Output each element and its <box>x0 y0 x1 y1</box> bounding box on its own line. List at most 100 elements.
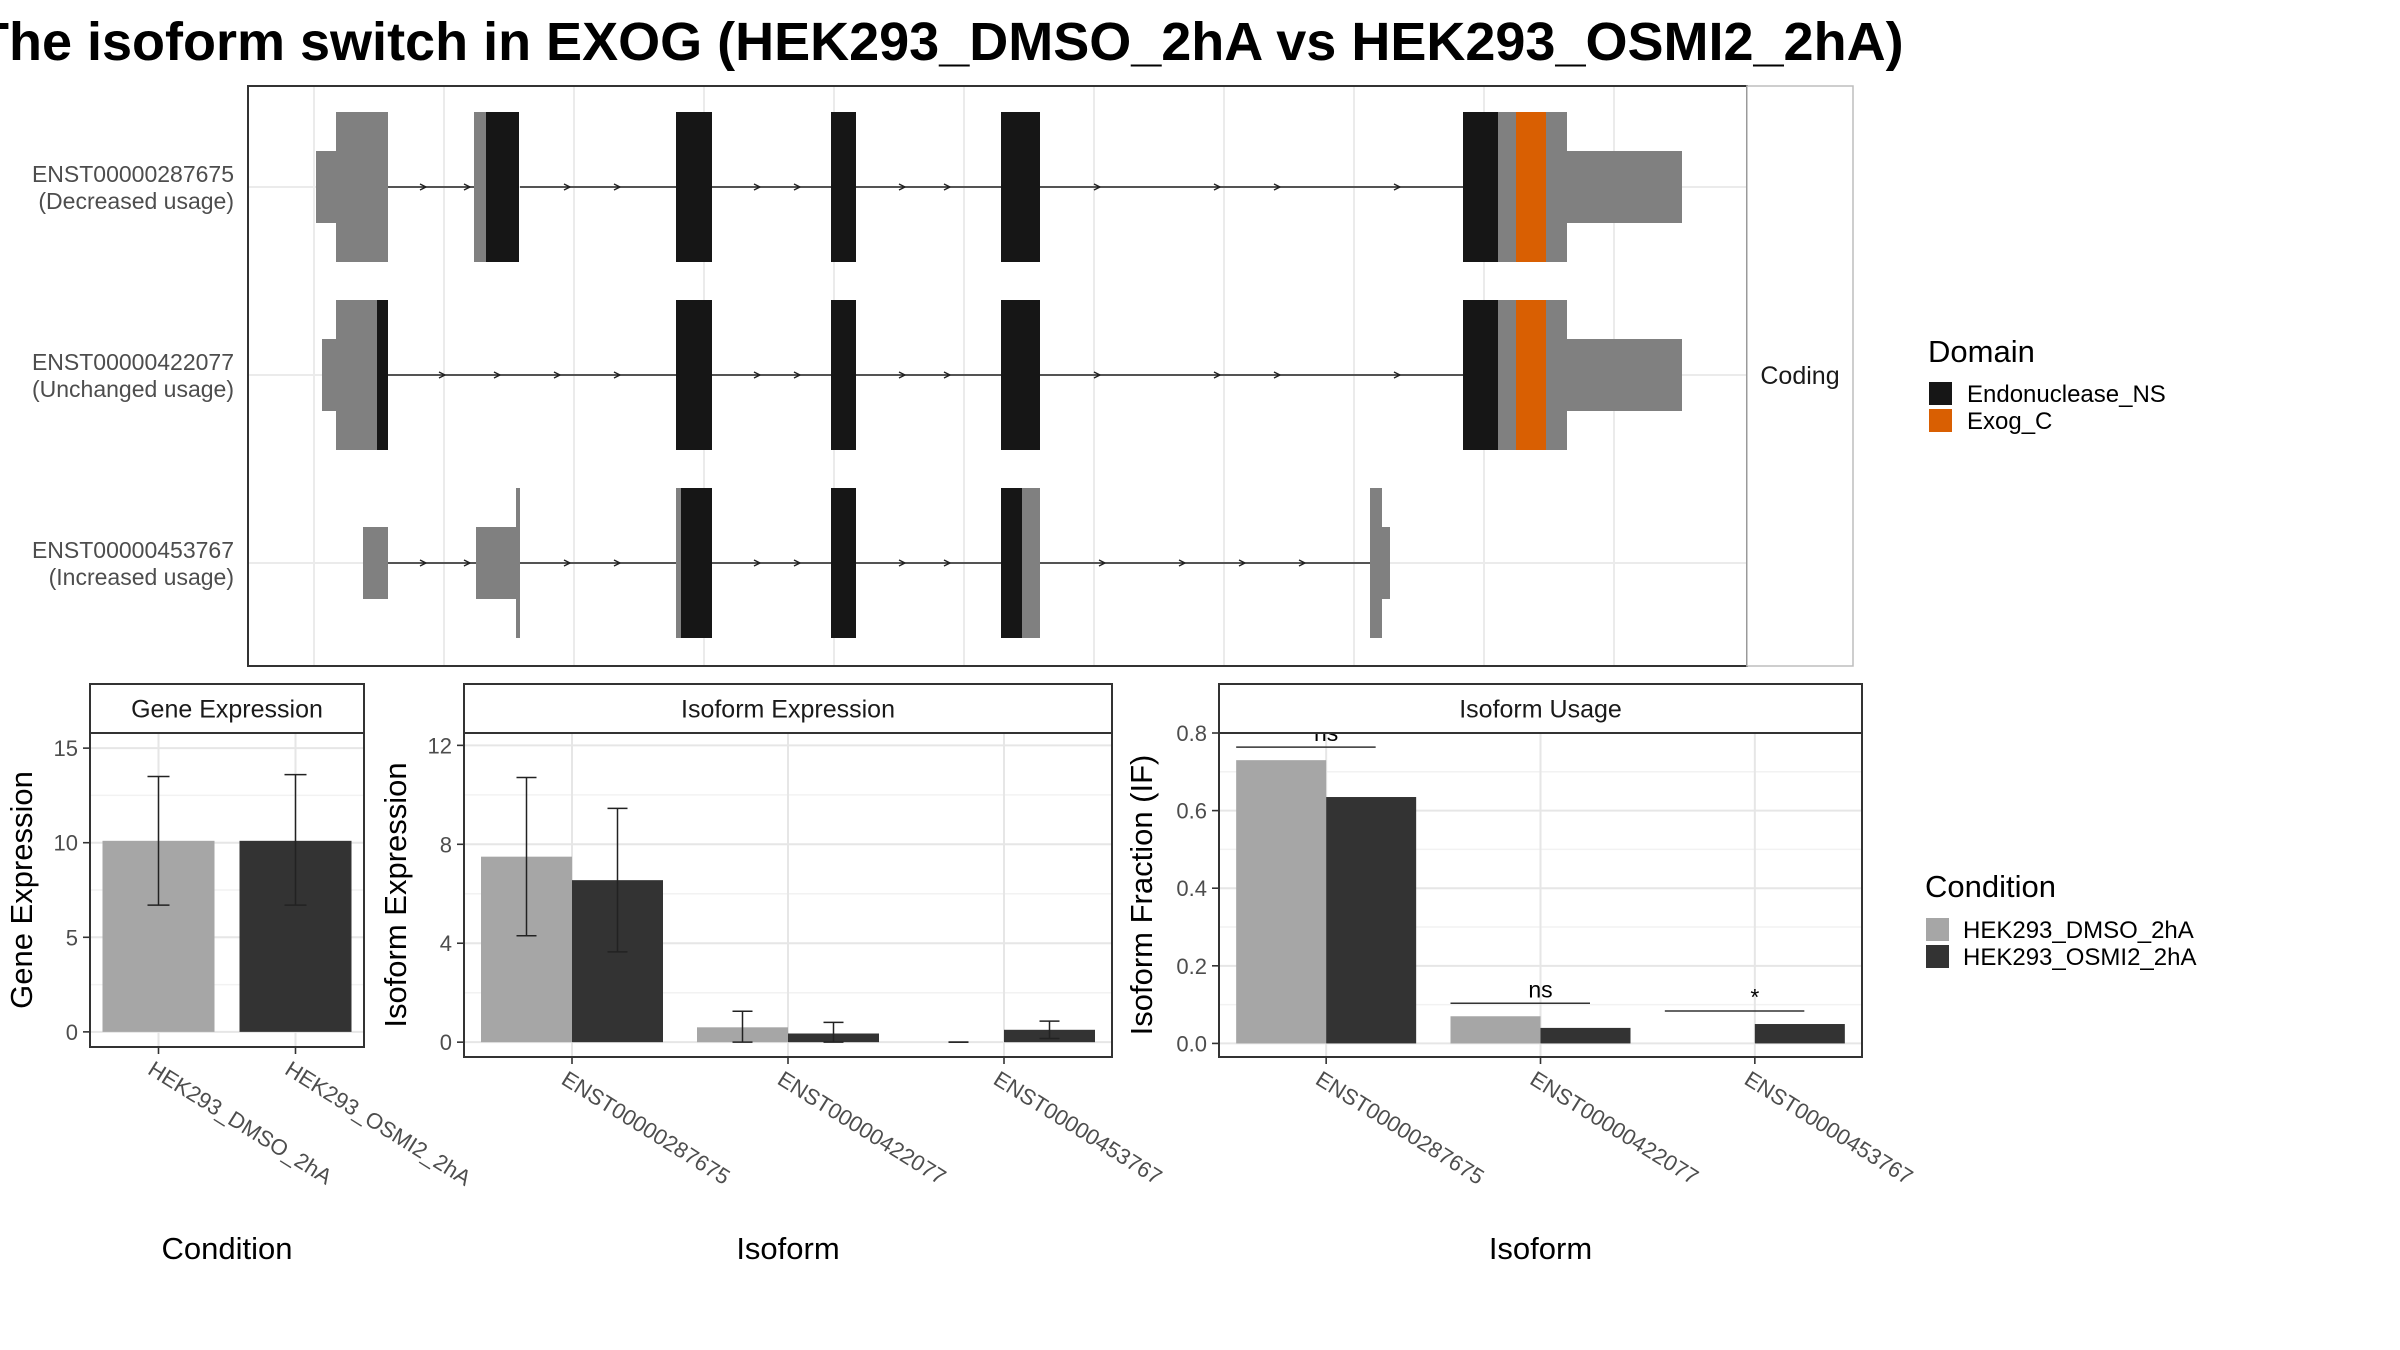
exon-block <box>1463 300 1498 450</box>
intron-arrow <box>1238 559 1247 567</box>
intron-arrow <box>613 559 622 567</box>
condition-legend-label: HEK293_OSMI2_2hA <box>1963 944 2196 971</box>
facet-strip <box>1746 85 1854 667</box>
intron-arrow <box>943 371 952 379</box>
isoform-expression-panel: Isoform Expression 0 4 8 12 ENST00000287675 EN… <box>378 683 1166 1266</box>
panel-strip-title: Isoform Usage <box>1459 696 1622 724</box>
intron-arrow <box>793 183 802 191</box>
y-tick-label: 4 <box>440 931 452 956</box>
exon-block <box>322 339 336 411</box>
transcript-usage-label: (Decreased usage) <box>38 188 234 214</box>
panel-strip <box>463 683 1113 734</box>
exon-block <box>676 488 681 638</box>
intron-arrow <box>1298 559 1307 567</box>
x-axis-label: Isoform <box>736 1231 839 1266</box>
intron-arrow <box>563 559 572 567</box>
exon-block <box>1022 488 1040 638</box>
bar <box>1236 760 1327 1044</box>
transcript-id-label: ENST00000453767 <box>32 537 234 563</box>
isoform-usage-panel: nsns*Isoform Usage0.00.20.40.60.8ENST000… <box>1124 683 1917 1266</box>
panel-strip <box>89 683 365 734</box>
y-axis-label: Isoform Fraction (IF) <box>1124 755 1159 1036</box>
exon-block <box>1498 300 1516 450</box>
bar <box>1450 1016 1541 1044</box>
transcript-id-label: ENST00000287675 <box>32 161 234 187</box>
intron-arrow <box>943 559 952 567</box>
exon-block <box>1516 300 1546 450</box>
intron-arrow <box>463 559 472 567</box>
bar <box>1754 1024 1845 1044</box>
panel-strip-title: Isoform Expression <box>681 696 895 724</box>
x-tick-label: ENST00000422077 <box>773 1066 950 1190</box>
intron-arrow <box>419 183 428 191</box>
transcript-usage-label: (Unchanged usage) <box>32 376 234 402</box>
intron-arrow <box>563 183 572 191</box>
exon-block <box>831 488 856 638</box>
intron-arrow <box>1213 183 1222 191</box>
intron-arrow <box>1393 183 1402 191</box>
exon-block <box>1498 112 1516 262</box>
intron-arrow <box>1098 559 1107 567</box>
domain-legend-title: Domain <box>1928 334 2035 369</box>
exon-block <box>1001 112 1040 262</box>
y-tick-label: 0 <box>66 1020 78 1045</box>
condition-legend-swatch <box>1926 918 1949 941</box>
intron-arrow <box>1093 371 1102 379</box>
transcript-usage-label: (Increased usage) <box>49 564 234 590</box>
facet-strip-label: Coding <box>1760 362 1839 390</box>
intron-arrow <box>1273 183 1282 191</box>
bar <box>1540 1027 1631 1044</box>
y-tick-label: 8 <box>440 832 452 857</box>
y-tick-label: 0.0 <box>1176 1031 1207 1056</box>
domain-legend-label: Endonuclease_NS <box>1967 381 2166 408</box>
y-axis-label: Gene Expression <box>4 771 39 1009</box>
exon-block <box>1382 527 1390 599</box>
intron-arrow <box>1093 183 1102 191</box>
y-tick-label: 0.4 <box>1176 876 1207 901</box>
intron-arrow <box>553 371 562 379</box>
intron-arrow <box>1393 371 1402 379</box>
exon-block <box>476 527 516 599</box>
significance-label: ns <box>1528 976 1552 1002</box>
x-tick-label: ENST00000453767 <box>989 1066 1166 1190</box>
exon-block <box>1567 151 1682 223</box>
domain-legend-swatch <box>1929 409 1952 432</box>
exon-block <box>486 112 519 262</box>
exon-block <box>1001 488 1022 638</box>
exon-block <box>316 151 336 223</box>
exon-block <box>1567 339 1682 411</box>
y-tick-label: 12 <box>428 733 452 758</box>
exon-block <box>377 300 388 450</box>
intron-arrow <box>898 371 907 379</box>
figure-title: The isoform switch in EXOG (HEK293_DMSO_… <box>0 12 1904 72</box>
y-tick-label: 0.2 <box>1176 954 1207 979</box>
domain-legend-swatch <box>1929 382 1952 405</box>
condition-legend-label: HEK293_DMSO_2hA <box>1963 917 2194 944</box>
exon-block <box>681 488 712 638</box>
exon-block <box>336 300 377 450</box>
significance-label: * <box>1750 984 1759 1010</box>
gene-expression-panel: Gene Expression051015HEK293_DMSO_2hAHEK2… <box>4 683 476 1266</box>
x-tick-label: ENST00000287675 <box>1312 1066 1489 1190</box>
intron-arrow <box>1273 371 1282 379</box>
transcript-id-label: ENST00000422077 <box>32 349 234 375</box>
exon-block <box>1516 112 1546 262</box>
exon-block <box>1370 488 1382 638</box>
exon-block <box>831 300 856 450</box>
y-tick-label: 0.6 <box>1176 799 1207 824</box>
intron-arrow <box>1178 559 1187 567</box>
intron-arrow <box>898 183 907 191</box>
y-tick-label: 0 <box>440 1030 452 1055</box>
bar <box>1326 797 1417 1044</box>
domain-legend-label: Exog_C <box>1967 408 2052 435</box>
exon-block <box>831 112 856 262</box>
exon-block <box>676 112 712 262</box>
panel-strip <box>1218 683 1863 734</box>
panel-strip-title: Gene Expression <box>131 696 323 724</box>
exon-block <box>1546 112 1567 262</box>
intron-arrow <box>419 559 428 567</box>
intron-arrow <box>438 371 447 379</box>
exon-block <box>516 488 520 638</box>
intron-arrow <box>753 559 762 567</box>
